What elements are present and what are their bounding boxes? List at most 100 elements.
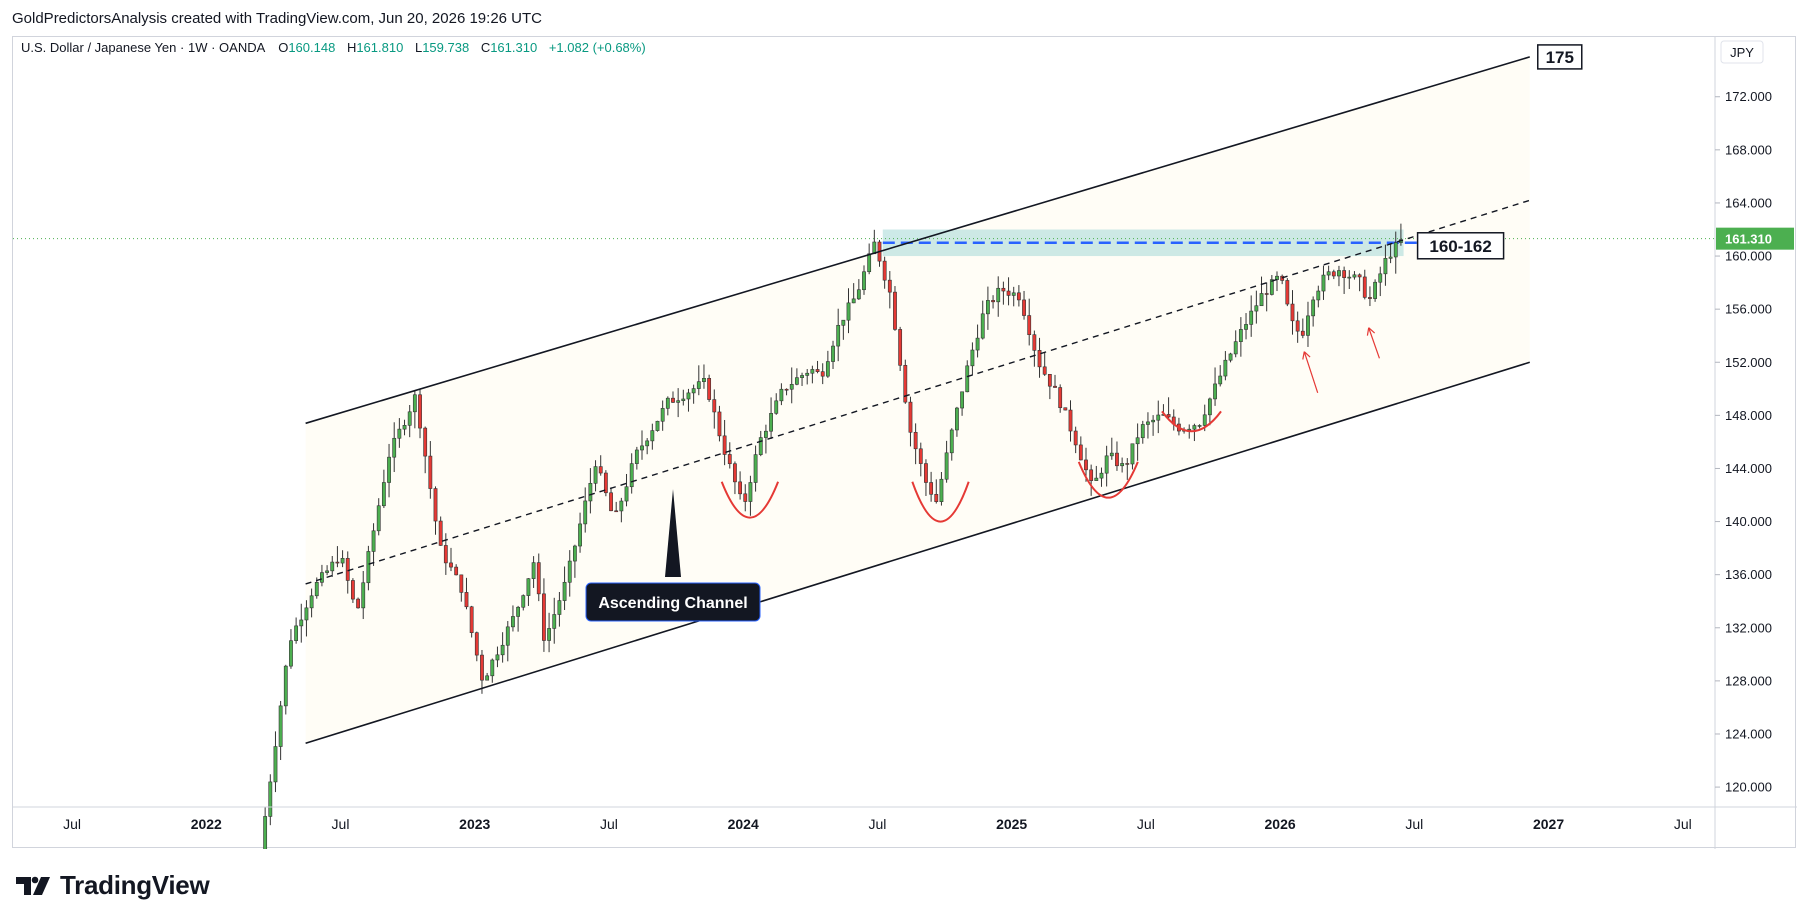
candle <box>397 418 402 448</box>
candle-body <box>1275 275 1279 280</box>
candle-body <box>1233 341 1238 355</box>
candle-body <box>278 705 283 747</box>
candle-body <box>1130 443 1135 465</box>
candle-body <box>970 349 975 367</box>
candle <box>918 442 923 477</box>
candle-body <box>1032 334 1037 351</box>
candle <box>578 512 582 553</box>
time-axis[interactable]: Jul 2022 Jul 2023 Jul 2024 Jul 2025 Jul 2026 Jul 20… <box>63 816 1692 832</box>
candle-body <box>531 562 536 579</box>
open-value: 160.148 <box>288 40 335 55</box>
candle <box>676 388 681 418</box>
candle-body <box>1254 305 1259 312</box>
candle <box>1032 330 1037 367</box>
target-label-box <box>1537 44 1583 70</box>
candle-body <box>753 454 758 483</box>
candle <box>1269 275 1274 296</box>
candle <box>361 571 366 620</box>
candle <box>1228 352 1233 363</box>
candle <box>1352 271 1357 280</box>
candle <box>867 243 872 275</box>
candle-body <box>521 595 526 608</box>
candle <box>1094 465 1099 481</box>
candle <box>851 283 856 304</box>
symbol-name[interactable]: U.S. Dollar / Japanese Yen <box>21 40 176 55</box>
candle <box>794 368 799 386</box>
tradingview-logo[interactable]: TradingView <box>14 870 210 901</box>
bottom-arc <box>911 481 970 523</box>
candle-body <box>665 397 670 409</box>
candle <box>665 396 670 416</box>
candle <box>521 594 526 611</box>
candle-body <box>1084 459 1088 471</box>
candle <box>474 631 479 662</box>
price-chart[interactable]: 175 160-162 Ascending Channel U.S. Dollar … <box>13 37 1797 849</box>
candle <box>929 471 934 502</box>
candle-body <box>712 399 717 413</box>
interval-label[interactable]: 1W <box>188 40 208 55</box>
candle-body <box>980 313 985 339</box>
candle <box>960 391 964 416</box>
tradingview-logo-icon <box>16 876 50 895</box>
candle <box>449 547 453 572</box>
price-tick-label: 124.000 <box>1725 726 1772 741</box>
candle-body <box>836 324 841 347</box>
candle <box>1022 290 1026 320</box>
arrow-up-icon <box>1302 351 1319 393</box>
candle <box>376 498 381 536</box>
candle-body <box>289 640 293 667</box>
candle-body <box>1192 425 1197 430</box>
candle <box>702 364 706 389</box>
candle <box>1362 269 1367 300</box>
time-tick-label: Jul <box>1405 816 1423 832</box>
price-scale[interactable]: 120.000 124.000 128.000 132.000 136.000 140.0… <box>1715 89 1794 795</box>
candle-body <box>1063 407 1068 411</box>
candle-body <box>805 372 810 376</box>
candle-body <box>387 456 391 483</box>
candle-body <box>624 486 629 502</box>
candle-body <box>851 298 856 304</box>
candle-body <box>1006 290 1011 296</box>
candle <box>1151 415 1156 436</box>
candle <box>1104 445 1109 487</box>
candle-body <box>619 500 624 512</box>
candle-body <box>542 593 546 641</box>
candle-body <box>1027 315 1032 336</box>
candle <box>294 617 299 644</box>
candle-body <box>743 493 748 502</box>
time-tick-label: 2027 <box>1533 816 1564 832</box>
candle <box>1285 278 1290 307</box>
candle <box>872 229 877 255</box>
candle-body <box>366 551 371 584</box>
candle <box>1378 266 1383 297</box>
channel-fill <box>305 56 1530 744</box>
candle-body <box>583 500 588 525</box>
candle <box>371 523 376 566</box>
candle <box>1238 317 1243 357</box>
candle-body <box>1378 273 1383 283</box>
channel-lines <box>305 56 1531 745</box>
candle <box>273 731 278 793</box>
candle <box>366 545 371 591</box>
candle <box>454 564 459 576</box>
candle-body <box>748 482 753 502</box>
candle <box>645 438 650 455</box>
candle <box>567 550 572 597</box>
price-tick-label: 160.000 <box>1725 249 1772 264</box>
candle-body <box>1383 258 1388 275</box>
candle-body <box>820 371 825 377</box>
candle-body <box>1156 414 1161 421</box>
candle-body <box>495 654 500 661</box>
candle-body <box>1342 270 1347 278</box>
low-value: 159.738 <box>422 40 469 55</box>
candle <box>1089 464 1094 496</box>
chart-frame[interactable]: 175 160-162 Ascending Channel U.S. Dollar … <box>12 36 1797 849</box>
candle-body <box>1264 293 1269 295</box>
high-label: H <box>347 40 356 55</box>
candle-body <box>764 430 768 438</box>
currency-button[interactable] <box>1720 40 1764 64</box>
candle <box>681 389 686 406</box>
candle <box>727 442 732 469</box>
candle-body <box>1362 276 1367 298</box>
candle <box>1300 318 1305 339</box>
